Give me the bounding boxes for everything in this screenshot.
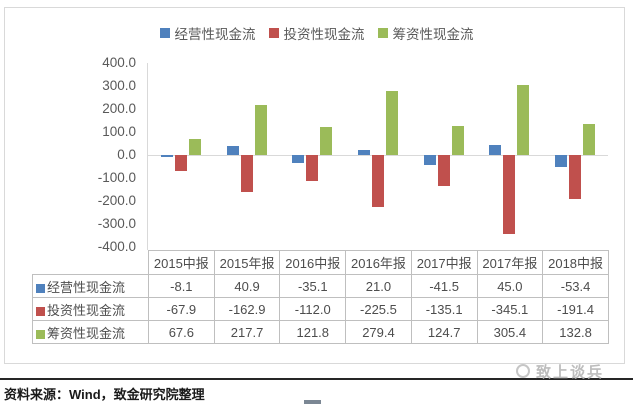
table-row: 筹资性现金流 67.6 217.7 121.8 279.4 124.7 305.4 132.8 bbox=[32, 320, 609, 344]
bar-经营性现金流-2018中报 bbox=[555, 155, 568, 168]
table-value-cell: -112.0 bbox=[279, 297, 347, 321]
table-value-cell: -35.1 bbox=[279, 274, 347, 298]
table-header-cell: 2017中报 bbox=[410, 250, 478, 275]
table-value-cell: 279.4 bbox=[345, 320, 412, 344]
table-value-cell: -53.4 bbox=[542, 274, 609, 298]
legend-item: 经营性现金流 bbox=[159, 23, 256, 43]
table-header-cell: 2017年报 bbox=[476, 250, 544, 275]
legend-item: 投资性现金流 bbox=[268, 23, 365, 43]
y-tick-label: 300.0 bbox=[102, 78, 136, 93]
table-value-cell: 305.4 bbox=[476, 320, 544, 344]
bar-经营性现金流-2017年报 bbox=[489, 144, 502, 155]
bar-投资性现金流-2017中报 bbox=[437, 155, 450, 187]
table-value-cell: -225.5 bbox=[345, 297, 412, 321]
bar-经营性现金流-2016中报 bbox=[292, 155, 305, 164]
watermark: 致上谈兵 bbox=[516, 362, 633, 381]
bar-投资性现金流-2016年报 bbox=[372, 155, 384, 207]
table-value-cell: -67.9 bbox=[148, 297, 215, 321]
table-header-cell: 2016中报 bbox=[279, 250, 347, 275]
table-row-label: 经营性现金流 bbox=[47, 279, 126, 295]
bar-筹资性现金流-2018中报 bbox=[583, 124, 596, 155]
bar-经营性现金流-2016年报 bbox=[358, 150, 370, 155]
bar-投资性现金流-2016中报 bbox=[306, 155, 319, 181]
chart-legend: 经营性现金流 投资性现金流 筹资性现金流 bbox=[0, 23, 633, 43]
legend-key-icon bbox=[36, 329, 45, 339]
bar-经营性现金流-2015年报 bbox=[226, 145, 239, 155]
y-tick-label: 0.0 bbox=[117, 147, 136, 162]
y-axis-line bbox=[147, 63, 148, 250]
table-header-cell: 2016年报 bbox=[345, 250, 412, 275]
table-header-cell: 2015年报 bbox=[213, 250, 281, 275]
legend-key-icon bbox=[36, 283, 45, 293]
table-header-cell: 2015中报 bbox=[148, 250, 215, 275]
bar-投资性现金流-2018中报 bbox=[569, 155, 582, 200]
legend-key-icon bbox=[268, 27, 279, 38]
bar-经营性现金流-2015中报 bbox=[160, 155, 173, 157]
table-row-label: 投资性现金流 bbox=[47, 302, 126, 318]
table-value-cell: -8.1 bbox=[148, 274, 215, 298]
bar-筹资性现金流-2016年报 bbox=[386, 90, 398, 155]
bar-投资性现金流-2017年报 bbox=[503, 155, 516, 235]
legend-label: 经营性现金流 bbox=[174, 26, 256, 42]
bar-投资性现金流-2015年报 bbox=[240, 155, 253, 193]
bar-筹资性现金流-2016中报 bbox=[320, 126, 333, 155]
table-row: 投资性现金流 -67.9 -162.9 -112.0 -225.5 -135.1 -345.… bbox=[32, 297, 609, 321]
watermark-logo-icon bbox=[516, 364, 530, 378]
scrollbar-thumb[interactable] bbox=[304, 400, 321, 404]
legend-item: 筹资性现金流 bbox=[377, 23, 474, 43]
legend-key-icon bbox=[377, 27, 388, 38]
table-value-cell: -191.4 bbox=[542, 297, 609, 321]
table-value-cell: -345.1 bbox=[476, 297, 544, 321]
table-row-label-cell: 筹资性现金流 bbox=[32, 320, 149, 344]
table-value-cell: 217.7 bbox=[213, 320, 281, 344]
y-tick-label: -300.0 bbox=[97, 216, 136, 231]
table-header-cell: 2018中报 bbox=[542, 250, 609, 275]
bar-筹资性现金流-2017年报 bbox=[517, 84, 530, 155]
table-row-label-cell: 投资性现金流 bbox=[32, 297, 149, 321]
legend-label: 投资性现金流 bbox=[283, 26, 365, 42]
y-tick-label: 100.0 bbox=[102, 124, 136, 139]
table-value-cell: 124.7 bbox=[410, 320, 478, 344]
bar-筹资性现金流-2015年报 bbox=[254, 104, 267, 155]
table-value-cell: -135.1 bbox=[410, 297, 478, 321]
y-tick-label: 200.0 bbox=[102, 101, 136, 116]
y-tick-label: 400.0 bbox=[102, 55, 136, 70]
table-row-label-cell: 经营性现金流 bbox=[32, 274, 149, 298]
y-tick-label: -200.0 bbox=[97, 193, 136, 208]
legend-key-icon bbox=[159, 27, 170, 38]
table-corner-blank bbox=[33, 251, 149, 275]
legend-label: 筹资性现金流 bbox=[392, 26, 474, 42]
y-tick-label: -400.0 bbox=[97, 239, 136, 254]
table-row: 经营性现金流 -8.1 40.9 -35.1 21.0 -41.5 45.0 -53.4 bbox=[32, 274, 609, 298]
table-value-cell: -41.5 bbox=[410, 274, 478, 298]
table-row-label: 筹资性现金流 bbox=[47, 325, 126, 341]
bar-筹资性现金流-2017中报 bbox=[451, 126, 464, 155]
watermark-text: 致上谈兵 bbox=[536, 363, 605, 381]
table-value-cell: 45.0 bbox=[476, 274, 544, 298]
data-source-caption: 资料来源：Wind，致金研究院整理 bbox=[4, 387, 205, 402]
chart-data-table: 2015中报 2015年报 2016中报 2016年报 2017中报 2017年报 2018… bbox=[32, 250, 609, 344]
legend-key-icon bbox=[36, 306, 45, 316]
table-value-cell: 40.9 bbox=[213, 274, 281, 298]
table-value-cell: 21.0 bbox=[345, 274, 412, 298]
table-value-cell: 132.8 bbox=[542, 320, 609, 344]
footer-divider bbox=[0, 378, 633, 380]
bar-经营性现金流-2017中报 bbox=[423, 155, 436, 165]
table-value-cell: -162.9 bbox=[213, 297, 281, 321]
bar-投资性现金流-2015中报 bbox=[174, 155, 187, 171]
bar-筹资性现金流-2015中报 bbox=[188, 139, 201, 155]
table-value-cell: 67.6 bbox=[148, 320, 215, 344]
table-value-cell: 121.8 bbox=[279, 320, 347, 344]
y-tick-label: -100.0 bbox=[97, 170, 136, 185]
